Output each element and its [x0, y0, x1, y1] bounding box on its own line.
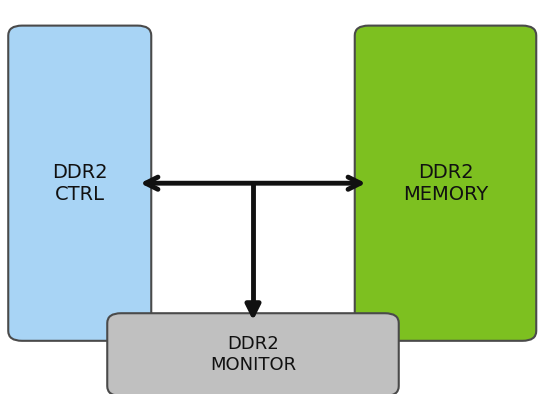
Text: DDR2
MEMORY: DDR2 MEMORY: [403, 163, 488, 204]
FancyBboxPatch shape: [8, 26, 151, 341]
Text: DDR2
CTRL: DDR2 CTRL: [52, 163, 108, 204]
FancyBboxPatch shape: [355, 26, 536, 341]
FancyBboxPatch shape: [107, 313, 399, 394]
Text: DDR2
MONITOR: DDR2 MONITOR: [210, 335, 296, 374]
